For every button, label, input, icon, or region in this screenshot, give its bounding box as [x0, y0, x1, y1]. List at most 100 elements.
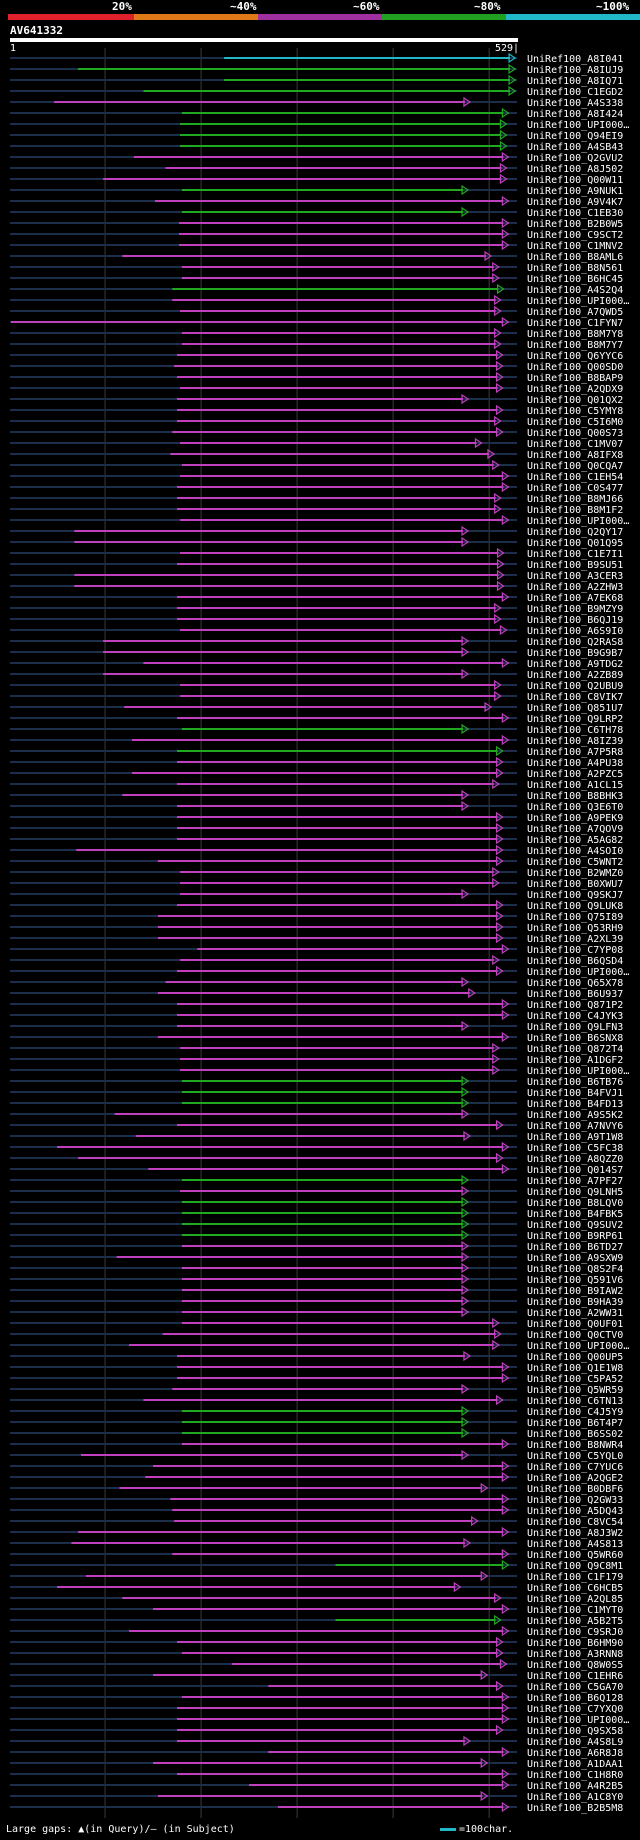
hit-label[interactable]: UniRef100_C9SCT2	[527, 230, 623, 241]
hit-label[interactable]: UniRef100_Q9SUV2	[527, 1220, 623, 1231]
hit-row[interactable]: UniRef100_B6HM90	[10, 1636, 623, 1649]
hit-row[interactable]: UniRef100_A4SOI0	[10, 844, 623, 857]
hit-label[interactable]: UniRef100_Q0UF01	[527, 1319, 623, 1330]
hit-label[interactable]: UniRef100_Q01QX2	[527, 395, 623, 406]
hit-label[interactable]: UniRef100_A4S338	[527, 98, 623, 109]
hit-row[interactable]: UniRef100_A9T1W8	[10, 1130, 623, 1143]
hit-label[interactable]: UniRef100_UPI000…	[527, 1715, 629, 1726]
hit-label[interactable]: UniRef100_A1CL15	[527, 780, 623, 791]
hit-row[interactable]: UniRef100_Q0CTV0	[10, 1328, 623, 1341]
hit-row[interactable]: UniRef100_B9IAW2	[10, 1284, 623, 1297]
hit-row[interactable]: UniRef100_C6TN13	[10, 1394, 623, 1407]
hit-row[interactable]: UniRef100_C4JYK3	[10, 1009, 623, 1022]
hit-row[interactable]: UniRef100_C1EH54	[10, 470, 623, 483]
hit-row[interactable]: UniRef100_C5PA52	[10, 1372, 623, 1385]
hit-row[interactable]: UniRef100_B9MZY9	[10, 602, 623, 615]
hit-label[interactable]: UniRef100_C9SRJ0	[527, 1627, 623, 1638]
hit-label[interactable]: UniRef100_Q53RH9	[527, 923, 623, 934]
hit-label[interactable]: UniRef100_B8MJ66	[527, 494, 623, 505]
hit-label[interactable]: UniRef100_UPI000…	[527, 1066, 629, 1077]
hit-label[interactable]: UniRef100_B9IAW2	[527, 1286, 623, 1297]
hit-row[interactable]: UniRef100_C1EB30	[10, 206, 623, 219]
hit-row[interactable]: UniRef100_C1MYT0	[10, 1603, 623, 1616]
hit-label[interactable]: UniRef100_B6Q128	[527, 1693, 623, 1704]
hit-row[interactable]: UniRef100_C6HCB5	[10, 1581, 623, 1594]
hit-row[interactable]: UniRef100_A4S8L9	[10, 1735, 623, 1748]
hit-row[interactable]: UniRef100_Q014S7	[10, 1163, 623, 1176]
hit-row[interactable]: UniRef100_Q9SUV2	[10, 1218, 623, 1231]
hit-label[interactable]: UniRef100_A5DQ43	[527, 1506, 623, 1517]
hit-label[interactable]: UniRef100_Q94EI9	[527, 131, 623, 142]
hit-label[interactable]: UniRef100_C5I6M0	[527, 417, 623, 428]
hit-label[interactable]: UniRef100_UPI000…	[527, 516, 629, 527]
hit-label[interactable]: UniRef100_A8IQ71	[527, 76, 623, 87]
hit-row[interactable]: UniRef100_A8IQ71	[10, 74, 623, 87]
hit-label[interactable]: UniRef100_B0XWU7	[527, 879, 623, 890]
hit-row[interactable]: UniRef100_C1EGD2	[10, 85, 623, 98]
hit-label[interactable]: UniRef100_A4S2Q4	[527, 285, 623, 296]
hit-label[interactable]: UniRef100_C6TN13	[527, 1396, 623, 1407]
hit-row[interactable]: UniRef100_B6QJ19	[10, 613, 623, 626]
hit-row[interactable]: UniRef100_A5AG82	[10, 833, 623, 846]
hit-label[interactable]: UniRef100_Q00UP5	[527, 1352, 623, 1363]
hit-row[interactable]: UniRef100_Q2RAS8	[10, 635, 623, 648]
hit-label[interactable]: UniRef100_B6SNX8	[527, 1033, 623, 1044]
hit-row[interactable]: UniRef100_Q53RH9	[10, 921, 623, 934]
hit-row[interactable]: UniRef100_A2QGE2	[10, 1471, 623, 1484]
hit-row[interactable]: UniRef100_A8QZZ0	[10, 1152, 623, 1165]
hit-row[interactable]: UniRef100_C1EHR6	[10, 1669, 623, 1682]
hit-row[interactable]: UniRef100_Q00W11	[10, 173, 623, 186]
hit-label[interactable]: UniRef100_Q014S7	[527, 1165, 623, 1176]
hit-label[interactable]: UniRef100_B9RP61	[527, 1231, 623, 1242]
hit-row[interactable]: UniRef100_UPI000…	[10, 1064, 629, 1077]
hit-row[interactable]: UniRef100_A9TDG2	[10, 657, 623, 670]
hit-row[interactable]: UniRef100_B2B5M8	[10, 1801, 623, 1814]
hit-row[interactable]: UniRef100_UPI000…	[10, 1339, 629, 1352]
hit-row[interactable]: UniRef100_C5YQL0	[10, 1449, 623, 1462]
hit-label[interactable]: UniRef100_B8NWR4	[527, 1440, 623, 1451]
hit-row[interactable]: UniRef100_A9SXW9	[10, 1251, 623, 1264]
hit-row[interactable]: UniRef100_B8NWR4	[10, 1438, 623, 1451]
hit-label[interactable]: UniRef100_B6T4P7	[527, 1418, 623, 1429]
hit-row[interactable]: UniRef100_B8M7Y8	[10, 327, 623, 340]
hit-row[interactable]: UniRef100_B9G9B7	[10, 646, 623, 659]
hit-row[interactable]: UniRef100_C5GA70	[10, 1680, 623, 1693]
hit-row[interactable]: UniRef100_A8IZ39	[10, 734, 623, 747]
hit-row[interactable]: UniRef100_A1C8Y0	[10, 1790, 623, 1803]
hit-label[interactable]: UniRef100_A8IZ39	[527, 736, 623, 747]
hit-label[interactable]: UniRef100_C1MNV2	[527, 241, 623, 252]
hit-row[interactable]: UniRef100_Q00S73	[10, 426, 623, 439]
hit-label[interactable]: UniRef100_A9NUK1	[527, 186, 623, 197]
hit-label[interactable]: UniRef100_C5FC38	[527, 1143, 623, 1154]
hit-label[interactable]: UniRef100_B9MZY9	[527, 604, 623, 615]
hit-row[interactable]: UniRef100_Q591V6	[10, 1273, 623, 1286]
hit-row[interactable]: UniRef100_B8M1F2	[10, 503, 623, 516]
hit-label[interactable]: UniRef100_A4S8L9	[527, 1737, 623, 1748]
hit-row[interactable]: UniRef100_C7YP08	[10, 943, 623, 956]
hit-row[interactable]: UniRef100_Q00SD0	[10, 360, 623, 373]
hit-label[interactable]: UniRef100_A8J3W2	[527, 1528, 623, 1539]
hit-label[interactable]: UniRef100_Q872T4	[527, 1044, 623, 1055]
hit-label[interactable]: UniRef100_B9HA39	[527, 1297, 623, 1308]
hit-row[interactable]: UniRef100_A8I041	[10, 52, 623, 65]
hit-label[interactable]: UniRef100_B8M7Y8	[527, 329, 623, 340]
hit-label[interactable]: UniRef100_C0S477	[527, 483, 623, 494]
hit-label[interactable]: UniRef100_Q1E1W8	[527, 1363, 623, 1374]
hit-row[interactable]: UniRef100_B2WMZ0	[10, 866, 623, 879]
hit-row[interactable]: UniRef100_Q94EI9	[10, 129, 623, 142]
hit-row[interactable]: UniRef100_Q2QY17	[10, 525, 623, 538]
hit-label[interactable]: UniRef100_Q00SD0	[527, 362, 623, 373]
hit-label[interactable]: UniRef100_B4FVJ1	[527, 1088, 623, 1099]
hit-label[interactable]: UniRef100_B8BAP9	[527, 373, 623, 384]
hit-label[interactable]: UniRef100_C1MV07	[527, 439, 623, 450]
hit-row[interactable]: UniRef100_A1DAA1	[10, 1757, 623, 1770]
hit-label[interactable]: UniRef100_Q9LRP2	[527, 714, 623, 725]
hit-label[interactable]: UniRef100_A3CER3	[527, 571, 623, 582]
hit-row[interactable]: UniRef100_B6TB76	[10, 1075, 623, 1088]
hit-label[interactable]: UniRef100_A1C8Y0	[527, 1792, 623, 1803]
hit-row[interactable]: UniRef100_C1MNV2	[10, 239, 623, 252]
hit-label[interactable]: UniRef100_B6TD27	[527, 1242, 623, 1253]
hit-label[interactable]: UniRef100_C1H8R0	[527, 1770, 623, 1781]
hit-label[interactable]: UniRef100_B8BHK3	[527, 791, 623, 802]
hit-label[interactable]: UniRef100_Q5WR60	[527, 1550, 623, 1561]
